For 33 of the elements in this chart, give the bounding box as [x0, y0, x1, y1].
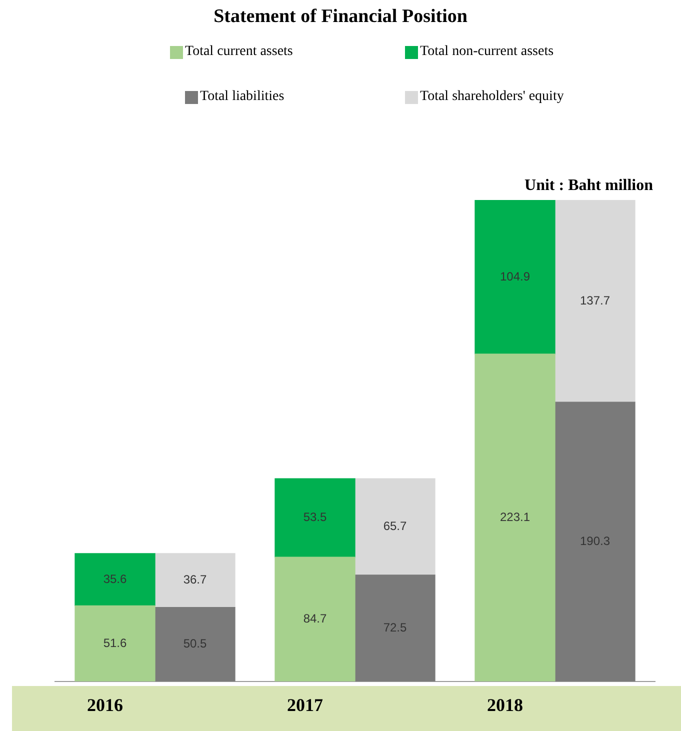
bar	[354, 478, 436, 576]
bar	[474, 354, 556, 682]
bar	[274, 556, 356, 682]
chart-title: Statement of Financial Position	[212, 6, 468, 28]
data-label: 223.1	[500, 510, 530, 524]
text: Unit : Baht million	[524, 177, 654, 194]
x-tick-label: 2017	[287, 694, 323, 715]
bar	[154, 606, 236, 682]
data-label: 65.7	[383, 519, 407, 534]
bar	[274, 478, 356, 558]
data-label: 50.5	[183, 636, 207, 651]
bar	[474, 200, 556, 354]
data-label: 53.5	[303, 510, 327, 524]
legend-label: Total current assets	[185, 44, 293, 60]
legend-label: Total liabilities	[200, 89, 284, 105]
legend-label: Total shareholders' equity	[420, 89, 564, 105]
bar	[354, 574, 436, 682]
data-label: 137.7	[580, 293, 610, 308]
data-label: 35.6	[103, 572, 127, 586]
bar	[554, 402, 636, 682]
data-label: 36.7	[183, 572, 207, 587]
data-label: 190.3	[580, 534, 610, 548]
x-tick-label: 2016	[87, 694, 123, 715]
legend-label: Total non-current assets	[420, 44, 554, 60]
bar	[74, 605, 156, 682]
data-label: 84.7	[303, 612, 327, 626]
bar	[554, 200, 636, 402]
bar	[154, 553, 236, 608]
data-label: 104.9	[500, 269, 530, 284]
data-label: 51.6	[103, 636, 127, 650]
bar	[74, 553, 156, 606]
data-label: 72.5	[383, 620, 407, 635]
x-tick-label: 2018	[487, 694, 523, 715]
